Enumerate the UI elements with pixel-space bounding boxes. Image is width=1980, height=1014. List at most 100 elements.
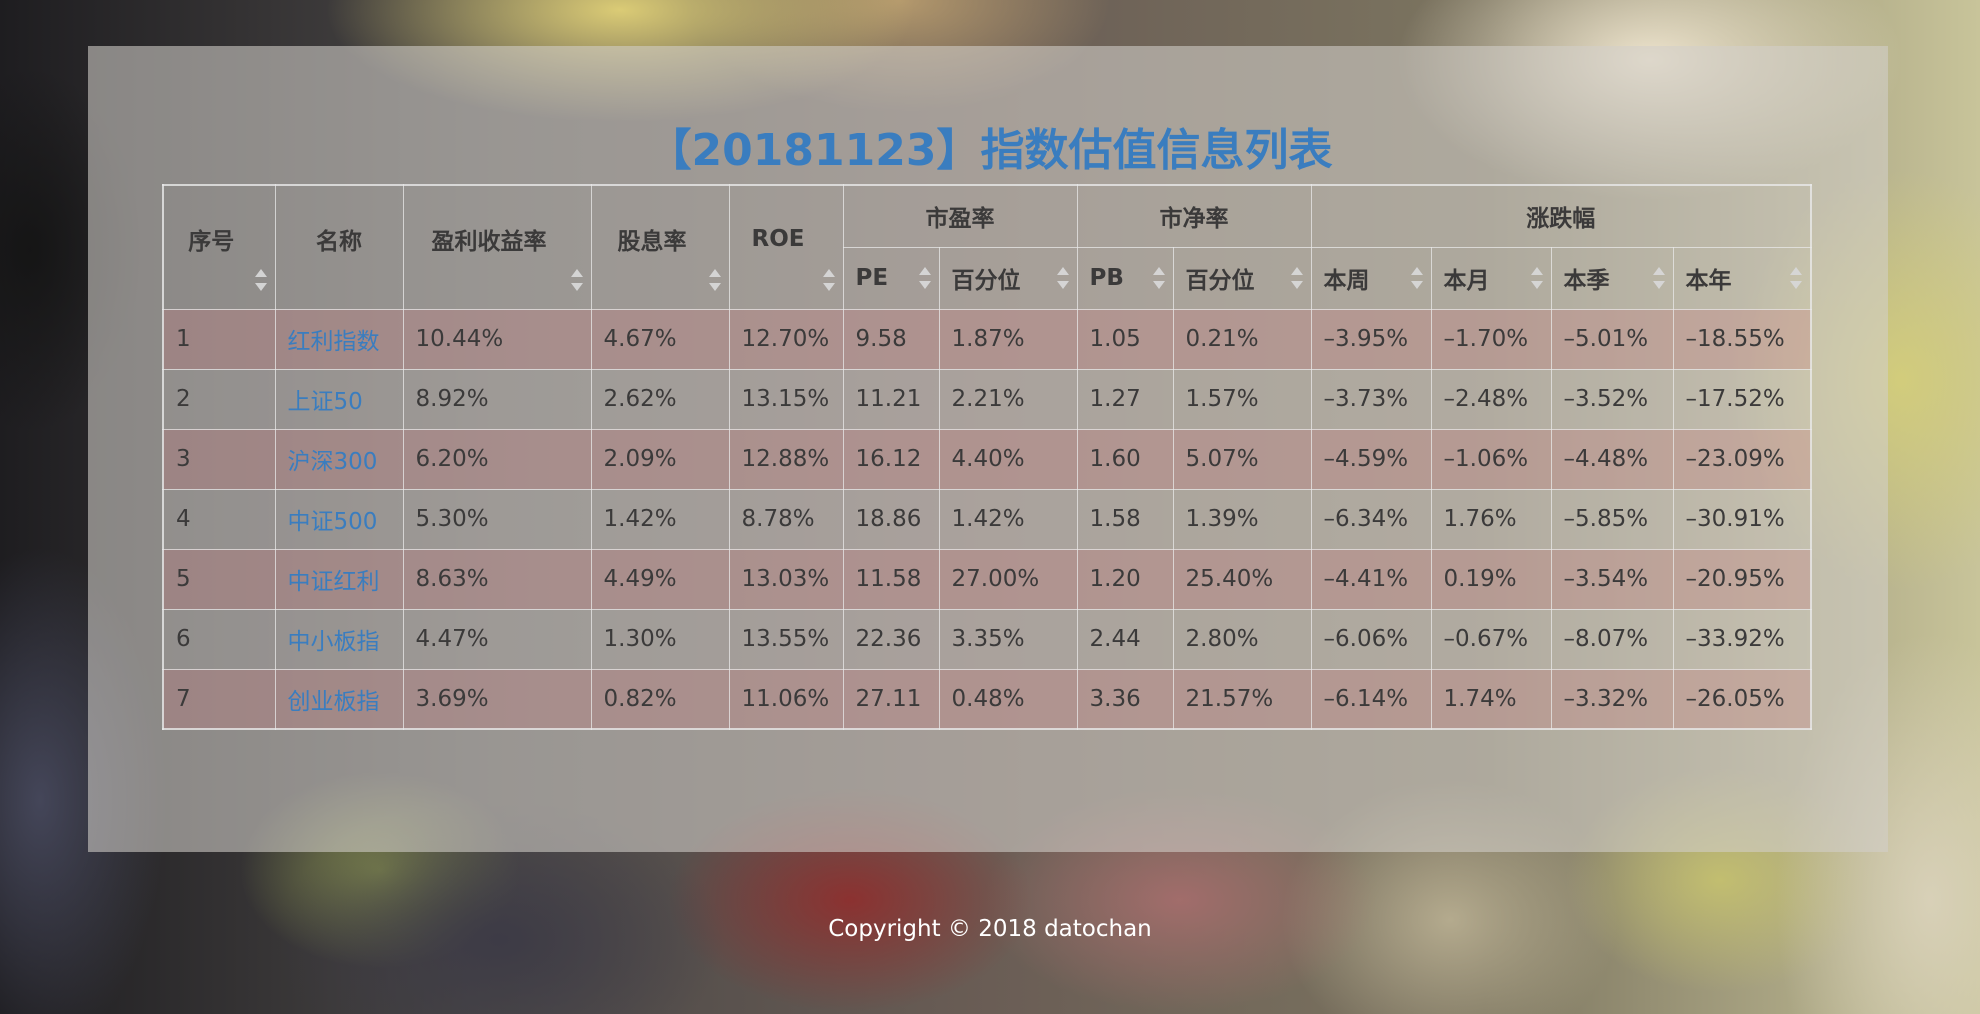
- table-row: 7 创业板指 3.69% 0.82% 11.06% 27.11 0.48% 3.…: [162, 668, 1812, 730]
- header-pe-percentile-label: 百分位: [951, 268, 1021, 294]
- header-dividend-yield-label: 股息率: [617, 229, 687, 256]
- cell-roe: 8.78%: [728, 488, 844, 550]
- header-group-change: 涨跌幅: [1310, 184, 1812, 248]
- header-year[interactable]: 本年: [1672, 246, 1812, 310]
- copyright-footer: Copyright © 2018 datochan: [828, 916, 1152, 942]
- cell-dividend-yield: 2.09%: [590, 428, 730, 490]
- table-row: 1 红利指数 10.44% 4.67% 12.70% 9.58 1.87% 1.…: [162, 308, 1812, 370]
- cell-earnings-yield: 5.30%: [402, 488, 592, 550]
- cell-month: 1.74%: [1430, 668, 1552, 730]
- sort-icon: [1652, 267, 1665, 289]
- cell-month: –1.06%: [1430, 428, 1552, 490]
- cell-year: –26.05%: [1672, 668, 1812, 730]
- cell-pe-percentile: 1.42%: [938, 488, 1078, 550]
- cell-index: 6: [162, 608, 276, 670]
- cell-dividend-yield: 1.30%: [590, 608, 730, 670]
- index-link[interactable]: 中小板指: [287, 629, 380, 655]
- cell-pb-percentile: 21.57%: [1172, 668, 1312, 730]
- cell-year: –18.55%: [1672, 308, 1812, 370]
- header-week[interactable]: 本周: [1310, 246, 1432, 310]
- cell-dividend-yield: 1.42%: [590, 488, 730, 550]
- cell-pe: 22.36: [842, 608, 940, 670]
- header-dividend-yield[interactable]: 股息率: [590, 184, 730, 310]
- cell-week: –6.06%: [1310, 608, 1432, 670]
- cell-month: 0.19%: [1430, 548, 1552, 610]
- header-month[interactable]: 本月: [1430, 246, 1552, 310]
- cell-dividend-yield: 0.82%: [590, 668, 730, 730]
- cell-index: 5: [162, 548, 276, 610]
- sort-icon: [1790, 267, 1802, 289]
- sort-icon: [1152, 267, 1165, 289]
- header-index[interactable]: 序号: [162, 184, 276, 310]
- header-pe-percentile[interactable]: 百分位: [938, 246, 1078, 310]
- cell-year: –33.92%: [1672, 608, 1812, 670]
- cell-earnings-yield: 6.20%: [402, 428, 592, 490]
- index-link[interactable]: 创业板指: [287, 688, 380, 715]
- cell-pb-percentile: 2.80%: [1172, 608, 1312, 670]
- index-link[interactable]: 中证500: [287, 509, 378, 535]
- table-row: 4 中证500 5.30% 1.42% 8.78% 18.86 1.42% 1.…: [162, 488, 1812, 550]
- cell-pb: 3.36: [1076, 668, 1174, 730]
- header-pe[interactable]: PE: [842, 246, 940, 310]
- cell-month: 1.76%: [1430, 488, 1552, 550]
- header-roe[interactable]: ROE: [728, 184, 844, 310]
- cell-year: –17.52%: [1672, 368, 1812, 430]
- cell-index: 7: [162, 668, 276, 730]
- cell-index: 2: [162, 368, 276, 430]
- cell-quarter: –3.54%: [1550, 548, 1674, 610]
- cell-name: 创业板指: [274, 668, 404, 730]
- header-quarter-label: 本季: [1563, 268, 1610, 294]
- cell-pe: 11.21: [842, 368, 940, 430]
- cell-week: –3.95%: [1310, 308, 1432, 370]
- header-earnings-yield[interactable]: 盈利收益率: [402, 184, 592, 310]
- index-link[interactable]: 中证红利: [287, 569, 380, 595]
- cell-earnings-yield: 8.63%: [402, 548, 592, 610]
- cell-pb-percentile: 1.39%: [1172, 488, 1312, 550]
- cell-index: 3: [162, 428, 276, 490]
- cell-quarter: –4.48%: [1550, 428, 1674, 490]
- cell-week: –3.73%: [1310, 368, 1432, 430]
- cell-dividend-yield: 4.67%: [590, 308, 730, 370]
- cell-pb-percentile: 1.57%: [1172, 368, 1312, 430]
- page-title: 【20181123】指数估值信息列表: [647, 125, 1333, 176]
- cell-month: –2.48%: [1430, 368, 1552, 430]
- sort-icon: [1410, 267, 1423, 289]
- cell-roe: 12.70%: [728, 308, 844, 370]
- index-link[interactable]: 上证50: [287, 389, 363, 415]
- cell-month: –1.70%: [1430, 308, 1552, 370]
- sort-icon: [1290, 267, 1303, 289]
- cell-pb: 1.27: [1076, 368, 1174, 430]
- header-pb-percentile[interactable]: 百分位: [1172, 246, 1312, 310]
- header-quarter[interactable]: 本季: [1550, 246, 1674, 310]
- header-pb-percentile-label: 百分位: [1185, 268, 1255, 294]
- cell-pe-percentile: 4.40%: [938, 428, 1078, 490]
- cell-name: 红利指数: [274, 308, 404, 370]
- cell-quarter: –5.01%: [1550, 308, 1674, 370]
- sort-icon: [708, 268, 721, 291]
- index-valuation-table: 序号 名称 盈利收益率 股息率 ROE 市盈率 市净率 涨跌幅 PE 百分位 P…: [162, 184, 1812, 730]
- header-pb-label: PB: [1089, 265, 1124, 291]
- cell-earnings-yield: 4.47%: [402, 608, 592, 670]
- cell-pe-percentile: 2.21%: [938, 368, 1078, 430]
- cell-pb-percentile: 0.21%: [1172, 308, 1312, 370]
- index-link[interactable]: 沪深300: [287, 449, 378, 475]
- header-group-pe: 市盈率: [842, 184, 1078, 248]
- cell-roe: 13.55%: [728, 608, 844, 670]
- header-month-label: 本月: [1443, 268, 1490, 294]
- header-group-pb: 市净率: [1076, 184, 1312, 248]
- table-row: 6 中小板指 4.47% 1.30% 13.55% 22.36 3.35% 2.…: [162, 608, 1812, 670]
- index-link[interactable]: 红利指数: [287, 329, 380, 355]
- cell-earnings-yield: 3.69%: [402, 668, 592, 730]
- cell-week: –4.41%: [1310, 548, 1432, 610]
- header-name: 名称: [274, 184, 404, 310]
- cell-pb-percentile: 25.40%: [1172, 548, 1312, 610]
- header-week-label: 本周: [1323, 268, 1370, 294]
- header-year-label: 本年: [1685, 268, 1732, 294]
- cell-pe: 27.11: [842, 668, 940, 730]
- cell-quarter: –8.07%: [1550, 608, 1674, 670]
- cell-dividend-yield: 4.49%: [590, 548, 730, 610]
- cell-name: 上证50: [274, 368, 404, 430]
- cell-dividend-yield: 2.62%: [590, 368, 730, 430]
- cell-week: –4.59%: [1310, 428, 1432, 490]
- header-pb[interactable]: PB: [1076, 246, 1174, 310]
